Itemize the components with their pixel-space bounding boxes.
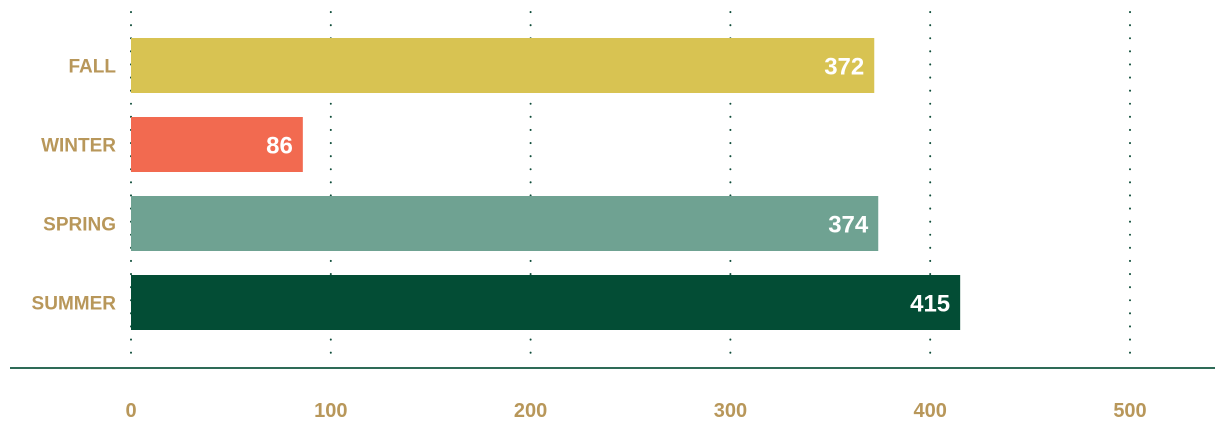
x-tick-label-200: 200 (514, 400, 547, 421)
value-label-fall: 372 (824, 54, 864, 81)
category-label-spring: SPRING (43, 215, 116, 236)
category-label-winter: WINTER (41, 136, 116, 157)
value-label-summer: 415 (910, 291, 950, 318)
value-labels: 372 86 374 415 (266, 54, 950, 318)
bar-spring (131, 196, 879, 251)
x-tick-labels: 0 100 200 300 400 500 (125, 400, 1146, 421)
bar-fall (131, 38, 875, 93)
bar-summer (131, 275, 961, 330)
category-label-summer: SUMMER (32, 294, 117, 315)
value-label-winter: 86 (266, 133, 293, 160)
bar-winter (131, 117, 303, 172)
bars (131, 38, 961, 330)
x-tick-label-0: 0 (125, 400, 136, 421)
x-tick-label-500: 500 (1113, 400, 1146, 421)
category-label-fall: FALL (69, 57, 117, 78)
x-tick-label-100: 100 (314, 400, 347, 421)
x-tick-label-300: 300 (714, 400, 747, 421)
x-tick-label-400: 400 (914, 400, 947, 421)
category-labels: FALL WINTER SPRING SUMMER (32, 57, 117, 315)
value-label-spring: 374 (828, 212, 869, 239)
